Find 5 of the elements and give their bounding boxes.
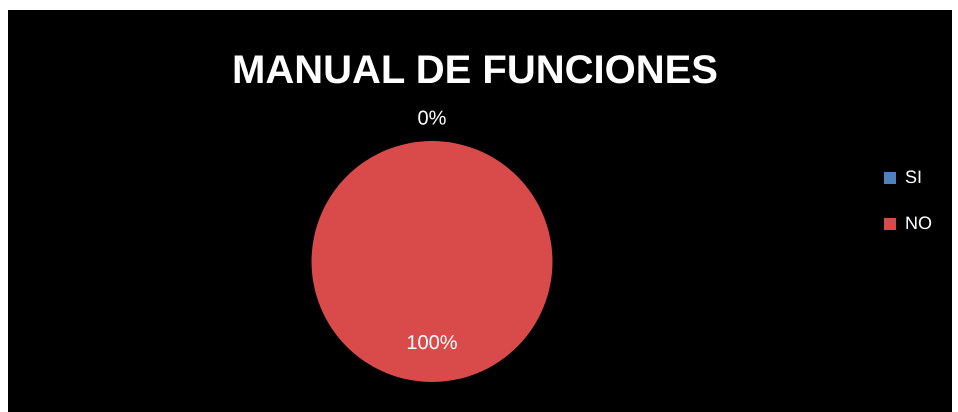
data-label: 100% <box>406 332 458 354</box>
chart-title: MANUAL DE FUNCIONES <box>232 48 718 92</box>
legend-label: NO <box>905 212 932 233</box>
legend-label: SI <box>905 166 922 187</box>
text: 0% <box>418 108 446 130</box>
